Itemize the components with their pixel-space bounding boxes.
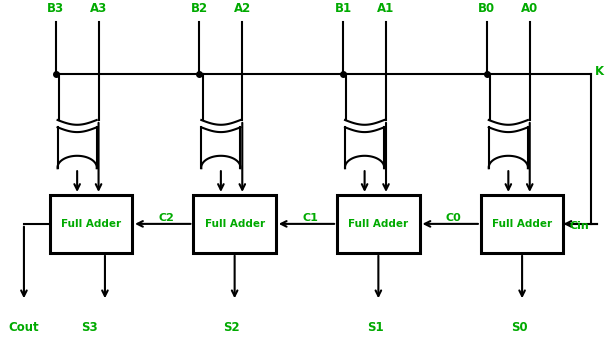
Text: A1: A1 bbox=[378, 2, 395, 15]
Text: S3: S3 bbox=[81, 321, 97, 334]
Text: Full Adder: Full Adder bbox=[61, 219, 121, 229]
Text: C1: C1 bbox=[302, 213, 318, 223]
Text: Full Adder: Full Adder bbox=[348, 219, 408, 229]
Text: S1: S1 bbox=[367, 321, 384, 334]
Text: B3: B3 bbox=[47, 2, 64, 15]
Text: B1: B1 bbox=[335, 2, 352, 15]
Text: C0: C0 bbox=[446, 213, 462, 223]
Text: Full Adder: Full Adder bbox=[492, 219, 552, 229]
Text: K: K bbox=[595, 65, 604, 79]
Bar bbox=[337, 195, 420, 253]
Bar bbox=[193, 195, 276, 253]
Text: B2: B2 bbox=[191, 2, 208, 15]
Bar bbox=[50, 195, 132, 253]
Text: Cout: Cout bbox=[9, 321, 39, 334]
Text: S0: S0 bbox=[511, 321, 528, 334]
Text: Full Adder: Full Adder bbox=[205, 219, 265, 229]
Text: A3: A3 bbox=[90, 2, 107, 15]
Text: Cin: Cin bbox=[569, 221, 589, 232]
Text: A0: A0 bbox=[521, 2, 538, 15]
Text: A2: A2 bbox=[234, 2, 251, 15]
Text: B0: B0 bbox=[478, 2, 495, 15]
Text: C2: C2 bbox=[159, 213, 174, 223]
Text: S2: S2 bbox=[224, 321, 240, 334]
Bar bbox=[481, 195, 563, 253]
